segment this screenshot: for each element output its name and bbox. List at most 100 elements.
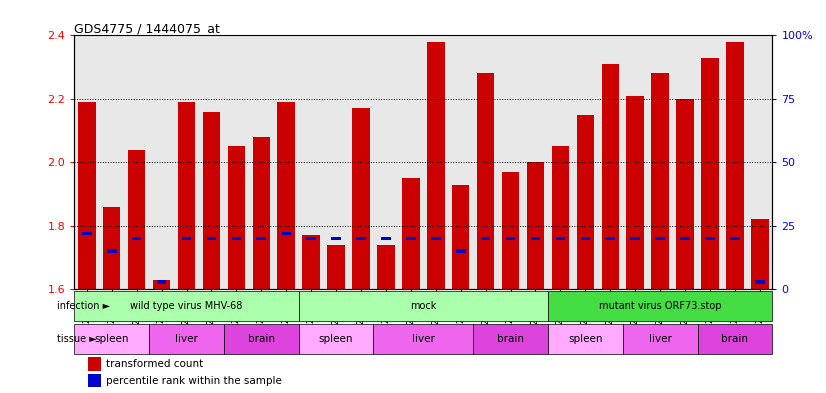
Bar [623,324,697,354]
Bar [278,102,295,289]
Bar [697,35,723,289]
Text: spleen: spleen [568,334,603,344]
Bar [82,231,92,235]
Bar [530,237,540,241]
Bar [751,219,768,289]
Bar [626,95,644,289]
Text: infection ►: infection ► [57,301,110,311]
Bar [556,237,565,241]
Bar [78,102,96,289]
Text: tissue ►: tissue ► [57,334,97,344]
Bar [548,324,623,354]
Bar [299,291,548,321]
Bar [132,237,141,241]
Bar [88,374,101,387]
Bar [630,237,640,241]
Bar [423,35,449,289]
Bar [199,35,224,289]
Bar [324,35,349,289]
Bar [249,35,273,289]
Bar [349,35,373,289]
Bar [577,115,594,289]
Bar [228,147,245,289]
Bar [676,99,694,289]
Text: brain: brain [721,334,748,344]
Bar [473,324,548,354]
Text: wild type virus MHV-68: wild type virus MHV-68 [131,301,243,311]
Bar [273,35,299,289]
Bar [655,237,665,241]
Bar [548,291,772,321]
Bar [224,324,299,354]
Bar [306,237,316,241]
Bar [157,280,166,284]
Bar [431,237,440,241]
Bar [124,35,150,289]
Bar [548,35,573,289]
Bar [406,237,415,241]
Bar [648,35,672,289]
Text: GDS4775 / 1444075_at: GDS4775 / 1444075_at [74,22,221,35]
Bar [598,35,623,289]
Bar [257,237,266,241]
Bar [697,324,772,354]
Bar [74,324,150,354]
Bar [506,237,515,241]
Bar [730,237,740,241]
Bar [352,108,370,289]
Bar [128,150,145,289]
Bar [327,245,344,289]
Bar [202,112,221,289]
Bar [373,35,398,289]
Bar [356,237,366,241]
Text: percentile rank within the sample: percentile rank within the sample [106,376,282,386]
Bar [552,147,569,289]
Bar [253,137,270,289]
Bar [605,237,615,241]
Bar [672,35,697,289]
Bar [299,324,373,354]
Bar [381,237,391,241]
Text: brain: brain [248,334,275,344]
Bar [99,35,124,289]
Bar [182,237,192,241]
Bar [150,35,174,289]
Bar [302,235,320,289]
Bar [601,64,619,289]
Bar [174,35,199,289]
Bar [377,245,395,289]
Bar [224,35,249,289]
Bar [331,237,341,241]
Bar [473,35,498,289]
Bar [427,42,444,289]
Bar [153,280,170,289]
Bar [206,237,216,241]
Text: mock: mock [411,301,436,311]
Bar [527,162,544,289]
Bar [623,35,648,289]
Bar [502,172,520,289]
Bar [452,185,469,289]
Bar [748,35,772,289]
Text: spleen: spleen [94,334,129,344]
Bar [755,280,765,284]
Text: mutant virus ORF73.stop: mutant virus ORF73.stop [599,301,721,311]
Bar [103,207,121,289]
Bar [398,35,424,289]
Bar [231,237,241,241]
Text: liver: liver [412,334,434,344]
Text: brain: brain [497,334,524,344]
Bar [573,35,598,289]
Text: liver: liver [648,334,672,344]
Text: spleen: spleen [319,334,354,344]
Bar [299,35,324,289]
Bar [456,249,466,253]
Bar [178,102,195,289]
Bar [88,358,101,371]
Bar [373,324,473,354]
Bar [681,237,690,241]
Bar [652,73,669,289]
Bar [523,35,548,289]
Text: liver: liver [175,334,198,344]
Bar [481,237,491,241]
